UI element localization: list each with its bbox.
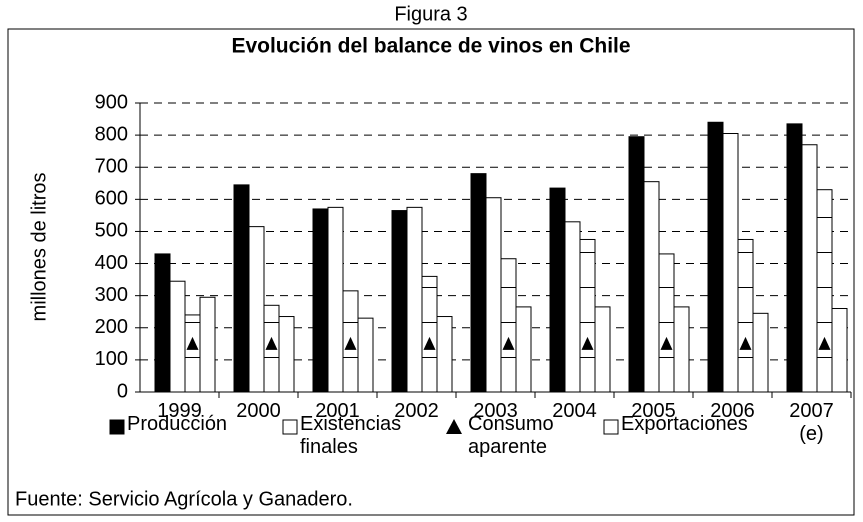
bar <box>327 206 344 393</box>
bar <box>436 316 453 393</box>
bar <box>549 187 566 393</box>
bar <box>233 184 250 393</box>
bar <box>752 312 769 393</box>
bar <box>199 296 216 393</box>
y-tick-label: 300 <box>95 284 128 306</box>
legend-swatch <box>282 419 298 435</box>
x-tick-label: 2006 <box>710 400 755 422</box>
marker <box>818 336 831 350</box>
x-tick-label: 2007 (e) <box>789 400 834 445</box>
bar <box>391 210 408 393</box>
legend-label: Producción <box>127 413 228 435</box>
bar <box>658 253 675 393</box>
bar <box>816 189 833 393</box>
bar <box>737 238 754 393</box>
x-tick-label: 2003 <box>473 400 518 422</box>
bar <box>357 317 374 393</box>
x-tick-label: 2002 <box>394 400 439 422</box>
y-tick-label: 900 <box>95 91 128 113</box>
figure-label: Figura 3 <box>394 3 467 25</box>
bar <box>169 280 186 393</box>
marker <box>344 336 357 350</box>
marker <box>581 336 594 350</box>
y-axis-label: millones de litros <box>28 173 50 322</box>
bar <box>184 314 201 393</box>
bar <box>579 238 596 393</box>
y-tick-label: 100 <box>95 348 128 370</box>
y-tick-label: 0 <box>117 380 128 402</box>
y-tick-label: 400 <box>95 252 128 274</box>
legend-label: Exportaciones <box>621 413 748 435</box>
legend-label: Existencias finales <box>300 413 402 458</box>
marker <box>502 336 515 350</box>
legend-swatch <box>603 419 619 435</box>
marker <box>739 336 752 350</box>
bar <box>673 306 690 393</box>
x-tick-label: 2001 <box>315 400 360 422</box>
marker <box>423 336 436 350</box>
bar <box>154 253 171 393</box>
bar <box>707 121 724 393</box>
bar <box>406 206 423 393</box>
bar <box>312 208 329 393</box>
legend-swatch <box>446 419 462 434</box>
legend-swatch <box>109 419 125 435</box>
bar <box>515 306 532 393</box>
y-tick-label: 700 <box>95 156 128 178</box>
y-tick-label: 600 <box>95 188 128 210</box>
source: Fuente: Servicio Agrícola y Ganadero. <box>15 488 353 510</box>
bar <box>831 308 848 393</box>
bar <box>801 144 818 393</box>
marker <box>265 336 278 350</box>
marker <box>660 336 673 350</box>
bar <box>594 306 611 393</box>
chart-title: Evolución del balance de vinos en Chile <box>231 35 630 58</box>
x-tick-label: 2004 <box>552 400 597 422</box>
y-tick-label: 200 <box>95 316 128 338</box>
x-tick-label: 2000 <box>236 400 281 422</box>
bar <box>500 258 517 393</box>
bar <box>643 181 660 393</box>
bar <box>722 133 739 393</box>
frame <box>7 28 855 516</box>
x-tick-label: 2005 <box>631 400 676 422</box>
bar <box>786 123 803 393</box>
bar <box>421 275 438 393</box>
bar <box>248 226 265 393</box>
legend-label: Consumo aparente <box>468 413 554 458</box>
bar <box>278 316 295 393</box>
x-tick-label: 1999 <box>157 400 202 422</box>
y-tick-label: 800 <box>95 123 128 145</box>
bar <box>485 197 502 393</box>
bar <box>628 136 645 393</box>
bar <box>470 173 487 393</box>
marker <box>186 336 199 350</box>
y-tick-label: 500 <box>95 220 128 242</box>
bar <box>564 221 581 393</box>
